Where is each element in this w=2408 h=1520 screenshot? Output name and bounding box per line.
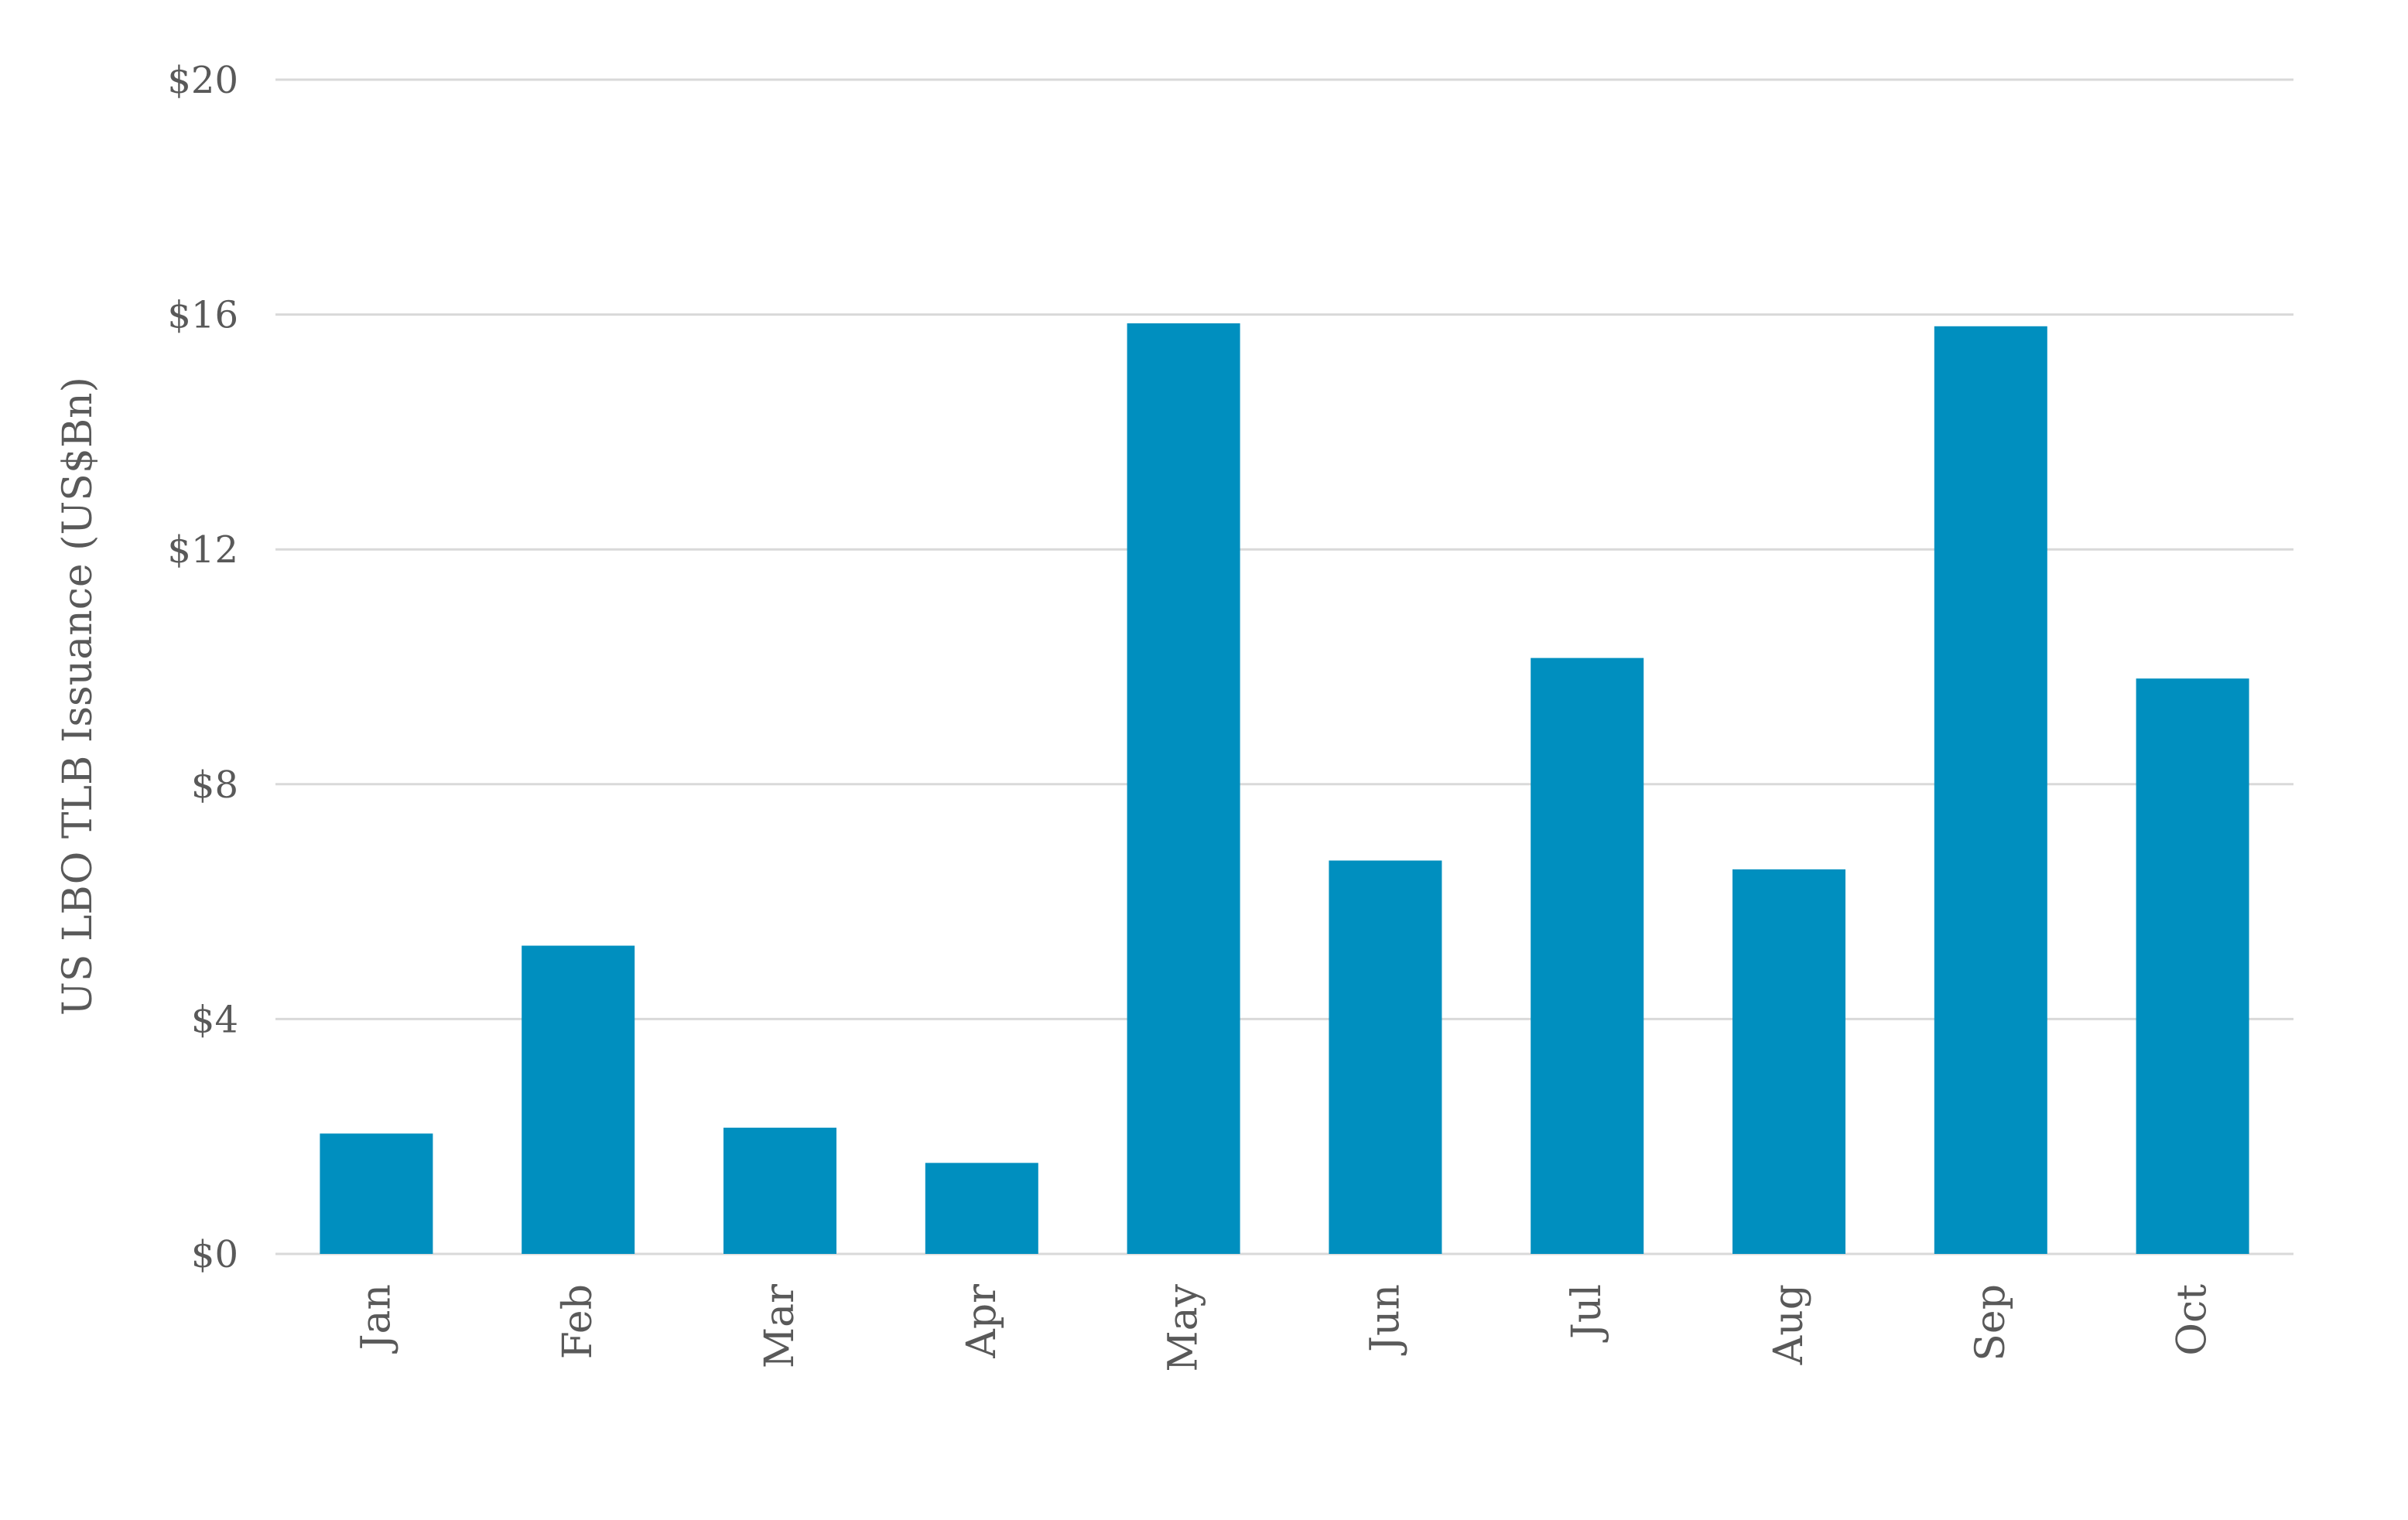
bar-apr (925, 1163, 1038, 1254)
x-tick-labels: Jan Feb Mar Apr May Jun Jul Aug Sep Oct (353, 1283, 2215, 1371)
bar-jun (1329, 860, 1442, 1254)
x-tick-label: Mar (757, 1284, 803, 1368)
y-tick-labels: $0 $4 $8 $12 $16 $20 (167, 59, 238, 1276)
y-tick-label: $4 (191, 998, 238, 1041)
bar-oct (2136, 678, 2249, 1254)
x-tick-label: Jun (1362, 1284, 1408, 1356)
y-axis-title: US LBO TLB Issuance (US$Bn) (55, 377, 101, 1016)
bar-sep (1934, 326, 2047, 1254)
x-tick-label: Oct (2170, 1284, 2216, 1356)
x-tick-label: May (1161, 1283, 1207, 1371)
x-tick-label: Sep (1968, 1284, 2014, 1361)
x-tick-label: Aug (1766, 1284, 1812, 1365)
y-tick-label: $20 (167, 59, 238, 102)
x-tick-label: Jan (353, 1284, 399, 1354)
y-tick-label: $12 (167, 528, 238, 572)
bars (320, 323, 2249, 1254)
bar-mar (723, 1127, 836, 1254)
bar-jan (320, 1133, 433, 1254)
bar-jul (1531, 658, 1644, 1254)
bar-feb (522, 945, 635, 1254)
y-tick-label: $16 (167, 294, 238, 337)
y-tick-label: $8 (191, 763, 238, 807)
y-tick-label: $0 (191, 1233, 238, 1276)
bar-aug (1732, 869, 1845, 1254)
x-tick-label: Jul (1564, 1284, 1610, 1343)
x-tick-label: Feb (555, 1284, 601, 1359)
bar-may (1127, 323, 1240, 1254)
x-tick-label: Apr (959, 1284, 1005, 1359)
